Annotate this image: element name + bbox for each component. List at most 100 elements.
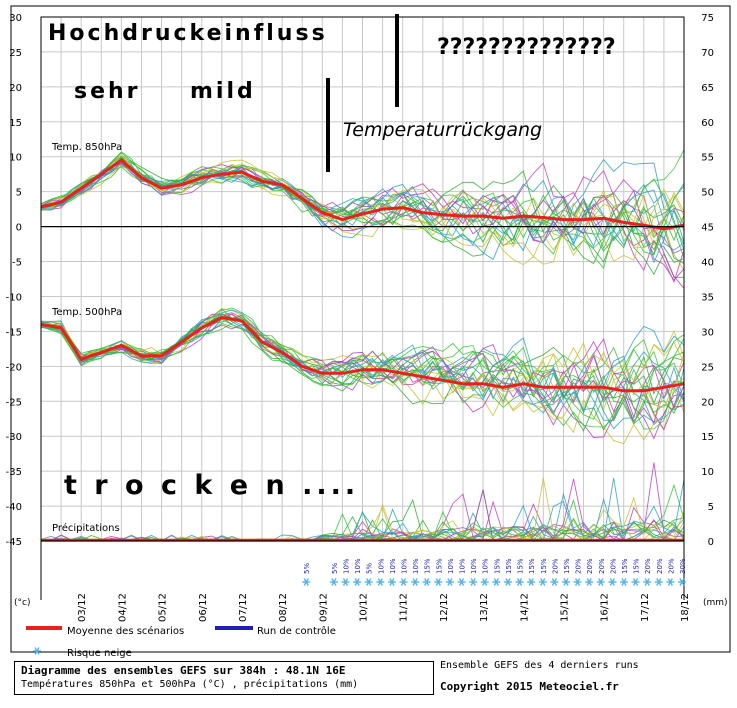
snow-risk-label: 10% [401,558,409,574]
y2-tick-label: 25 [701,362,714,373]
snow-risk-icon [480,578,489,586]
snowflake-stroke [34,647,40,655]
x-tick-label: 15/12 [559,593,570,622]
y-tick-label: -25 [6,397,22,408]
snow-risk-label: 5% [331,563,339,574]
snow-risk-label: 15% [517,558,525,574]
snowflake-stroke [621,578,627,586]
snow-risk-label: 30% [679,558,687,574]
annotation-rueckgang: Temperaturrückgang [343,119,542,141]
snow-risk-icon [631,578,640,586]
member-line [40,157,685,263]
y-tick-label: 20 [9,83,22,94]
legend-label-snow: Risque neige [67,648,132,659]
snow-risk-row: 5% 5% 10% 10% 5% 10% 10% 10% 10% 15% 15% 10% 10% 10% 1… [33,558,687,655]
snow-risk-label: 20% [551,558,559,574]
snow-risk-label: 15% [633,558,641,574]
y2-tick-label: 55 [701,153,714,164]
y2-tick-label: 5 [708,502,714,513]
x-tick-label: 09/12 [318,593,329,622]
snow-risk-label: 10% [343,558,351,574]
y-tick-label: 10 [9,153,22,164]
member-line [40,313,685,430]
snow-risk-label: 15% [435,558,443,574]
snow-risk-icon [399,578,408,586]
x-tick-label: 12/12 [439,593,450,622]
snow-risk-label: 10% [412,558,420,574]
snow-risk-label: 10% [459,558,467,574]
x-tick-label: 13/12 [479,593,490,622]
snowflake-stroke [470,578,476,586]
snow-risk-label: 20% [586,558,594,574]
x-tick-label: 14/12 [519,593,530,622]
x-tick-label: 11/12 [399,593,410,622]
snowflake-stroke [516,578,523,586]
snow-risk-icon [457,578,466,586]
y-tick-label: 0 [16,223,22,234]
snowflake-stroke [609,578,615,586]
y2-tick-label: 50 [701,188,714,199]
snowflake-stroke [447,578,453,586]
snowflake-stroke [598,578,604,586]
snow-risk-label: 15% [540,558,548,574]
footer-copyright: Copyright 2015 Meteociel.fr [440,680,619,693]
mean-series-t500 [40,315,685,393]
snowflake-stroke [540,578,546,586]
snowflake-stroke [400,578,407,586]
legend-label-mean: Moyenne des scénarios [67,625,184,637]
snow-risk-label: 20% [667,558,675,574]
snowflake-stroke [435,578,441,586]
snowflake-stroke [354,578,360,586]
x-tick-label: 16/12 [600,593,611,622]
x-tick-label: 17/12 [640,593,651,622]
snowflake-stroke [389,578,395,586]
snow-risk-label: 15% [563,558,571,574]
y-tick-label: -40 [6,502,22,513]
snow-risk-label: 10% [470,558,478,574]
right-unit: (mm) [703,598,728,608]
snow-risk-icon [677,578,686,586]
precip-member-line [40,515,685,542]
snow-risk-icon [666,578,675,586]
legend-label-control: Run de contrôle [257,625,336,637]
x-tick-label: 05/12 [158,593,169,622]
snow-risk-label: 15% [424,558,432,574]
y-tick-label: -5 [12,258,22,269]
y2-tick-label: 10 [701,467,714,478]
snowflake-stroke [586,578,592,586]
snow-risk-icon [302,578,311,586]
snowflake-stroke [528,578,534,586]
snowflake-stroke [366,578,372,586]
grid-lines [40,16,685,542]
annotation-questions: ?????????????? [437,35,616,60]
snowflake-stroke [505,578,511,586]
snowflake-stroke [303,578,309,586]
y2-tick-label: 75 [701,13,714,24]
snow-risk-icon [550,578,559,586]
snow-risk-icon [434,578,443,586]
footer-title: Diagramme des ensembles GEFS sur 384h : … [21,664,346,677]
snow-risk-icon [503,578,512,586]
snow-risk-icon [515,578,524,586]
x-tick-label: 10/12 [359,593,370,622]
snow-risk-label: 10% [354,558,362,574]
snow-risk-icon [422,578,431,586]
y2-tick-label: 65 [701,83,714,94]
y-tick-label: -45 [6,537,22,548]
y2-tick-label: 40 [701,258,714,269]
annotation-mild: mild [190,79,256,104]
plot-frame [40,16,685,542]
snowflake-stroke [667,578,673,586]
snow-risk-label: 15% [528,558,536,574]
y-tick-label: 15 [9,118,22,129]
y2-tick-label: 60 [701,118,714,129]
snow-risk-icon [329,578,338,586]
x-tick-label: 18/12 [680,593,691,622]
member-line [40,317,685,428]
x-tick-label: 07/12 [238,593,249,622]
snow-risk-label: 20% [575,558,583,574]
snowflake-stroke [656,578,662,586]
y2-tick-label: 15 [701,432,714,443]
